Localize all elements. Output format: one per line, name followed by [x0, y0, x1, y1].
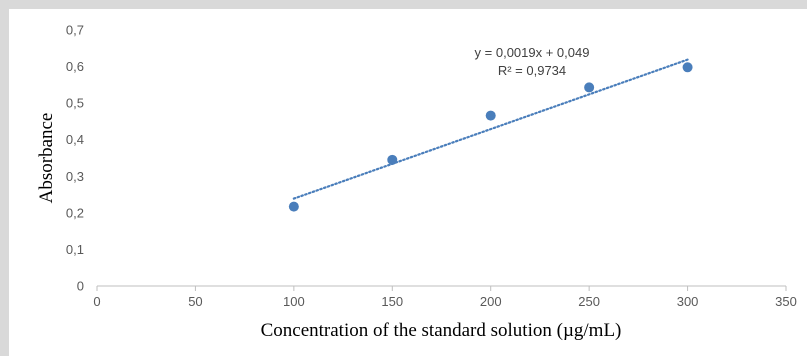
y-tick-labels: 0 0,1 0,2 0,3 0,4 0,5 0,6 0,7: [66, 23, 84, 294]
data-point: [682, 62, 693, 73]
y-tick-label: 0: [77, 279, 84, 294]
trendline-r-squared: R² = 0,9734: [498, 63, 566, 78]
y-tick-label: 0,1: [66, 242, 84, 257]
y-tick-label: 0,4: [66, 132, 84, 147]
x-axis-title: Concentration of the standard solution (…: [261, 320, 622, 341]
trendline: [292, 58, 689, 200]
x-tick-label: 300: [677, 294, 699, 309]
data-point: [288, 201, 299, 212]
data-point: [485, 110, 496, 121]
x-tick-label: 150: [381, 294, 403, 309]
y-axis-title: Absorbance: [36, 113, 57, 204]
data-point: [387, 154, 398, 165]
x-tick-label: 0: [93, 294, 100, 309]
x-tick-marks: [96, 286, 787, 291]
x-tick-label: 350: [775, 294, 797, 309]
trendline-equation: y = 0,0019x + 0,049: [475, 45, 590, 60]
y-tick-label: 0,6: [66, 59, 84, 74]
x-tick-label: 100: [283, 294, 305, 309]
y-tick-label: 0,2: [66, 205, 84, 220]
data-point: [584, 82, 595, 93]
x-tick-label: 50: [188, 294, 202, 309]
y-tick-label: 0,5: [66, 96, 84, 111]
x-tick-labels: 0 50 100 150 200 250 300 350: [93, 294, 796, 309]
y-tick-label: 0,3: [66, 169, 84, 184]
data-points: [288, 62, 693, 212]
x-tick-label: 250: [578, 294, 600, 309]
y-tick-label: 0,7: [66, 23, 84, 38]
x-tick-label: 200: [480, 294, 502, 309]
